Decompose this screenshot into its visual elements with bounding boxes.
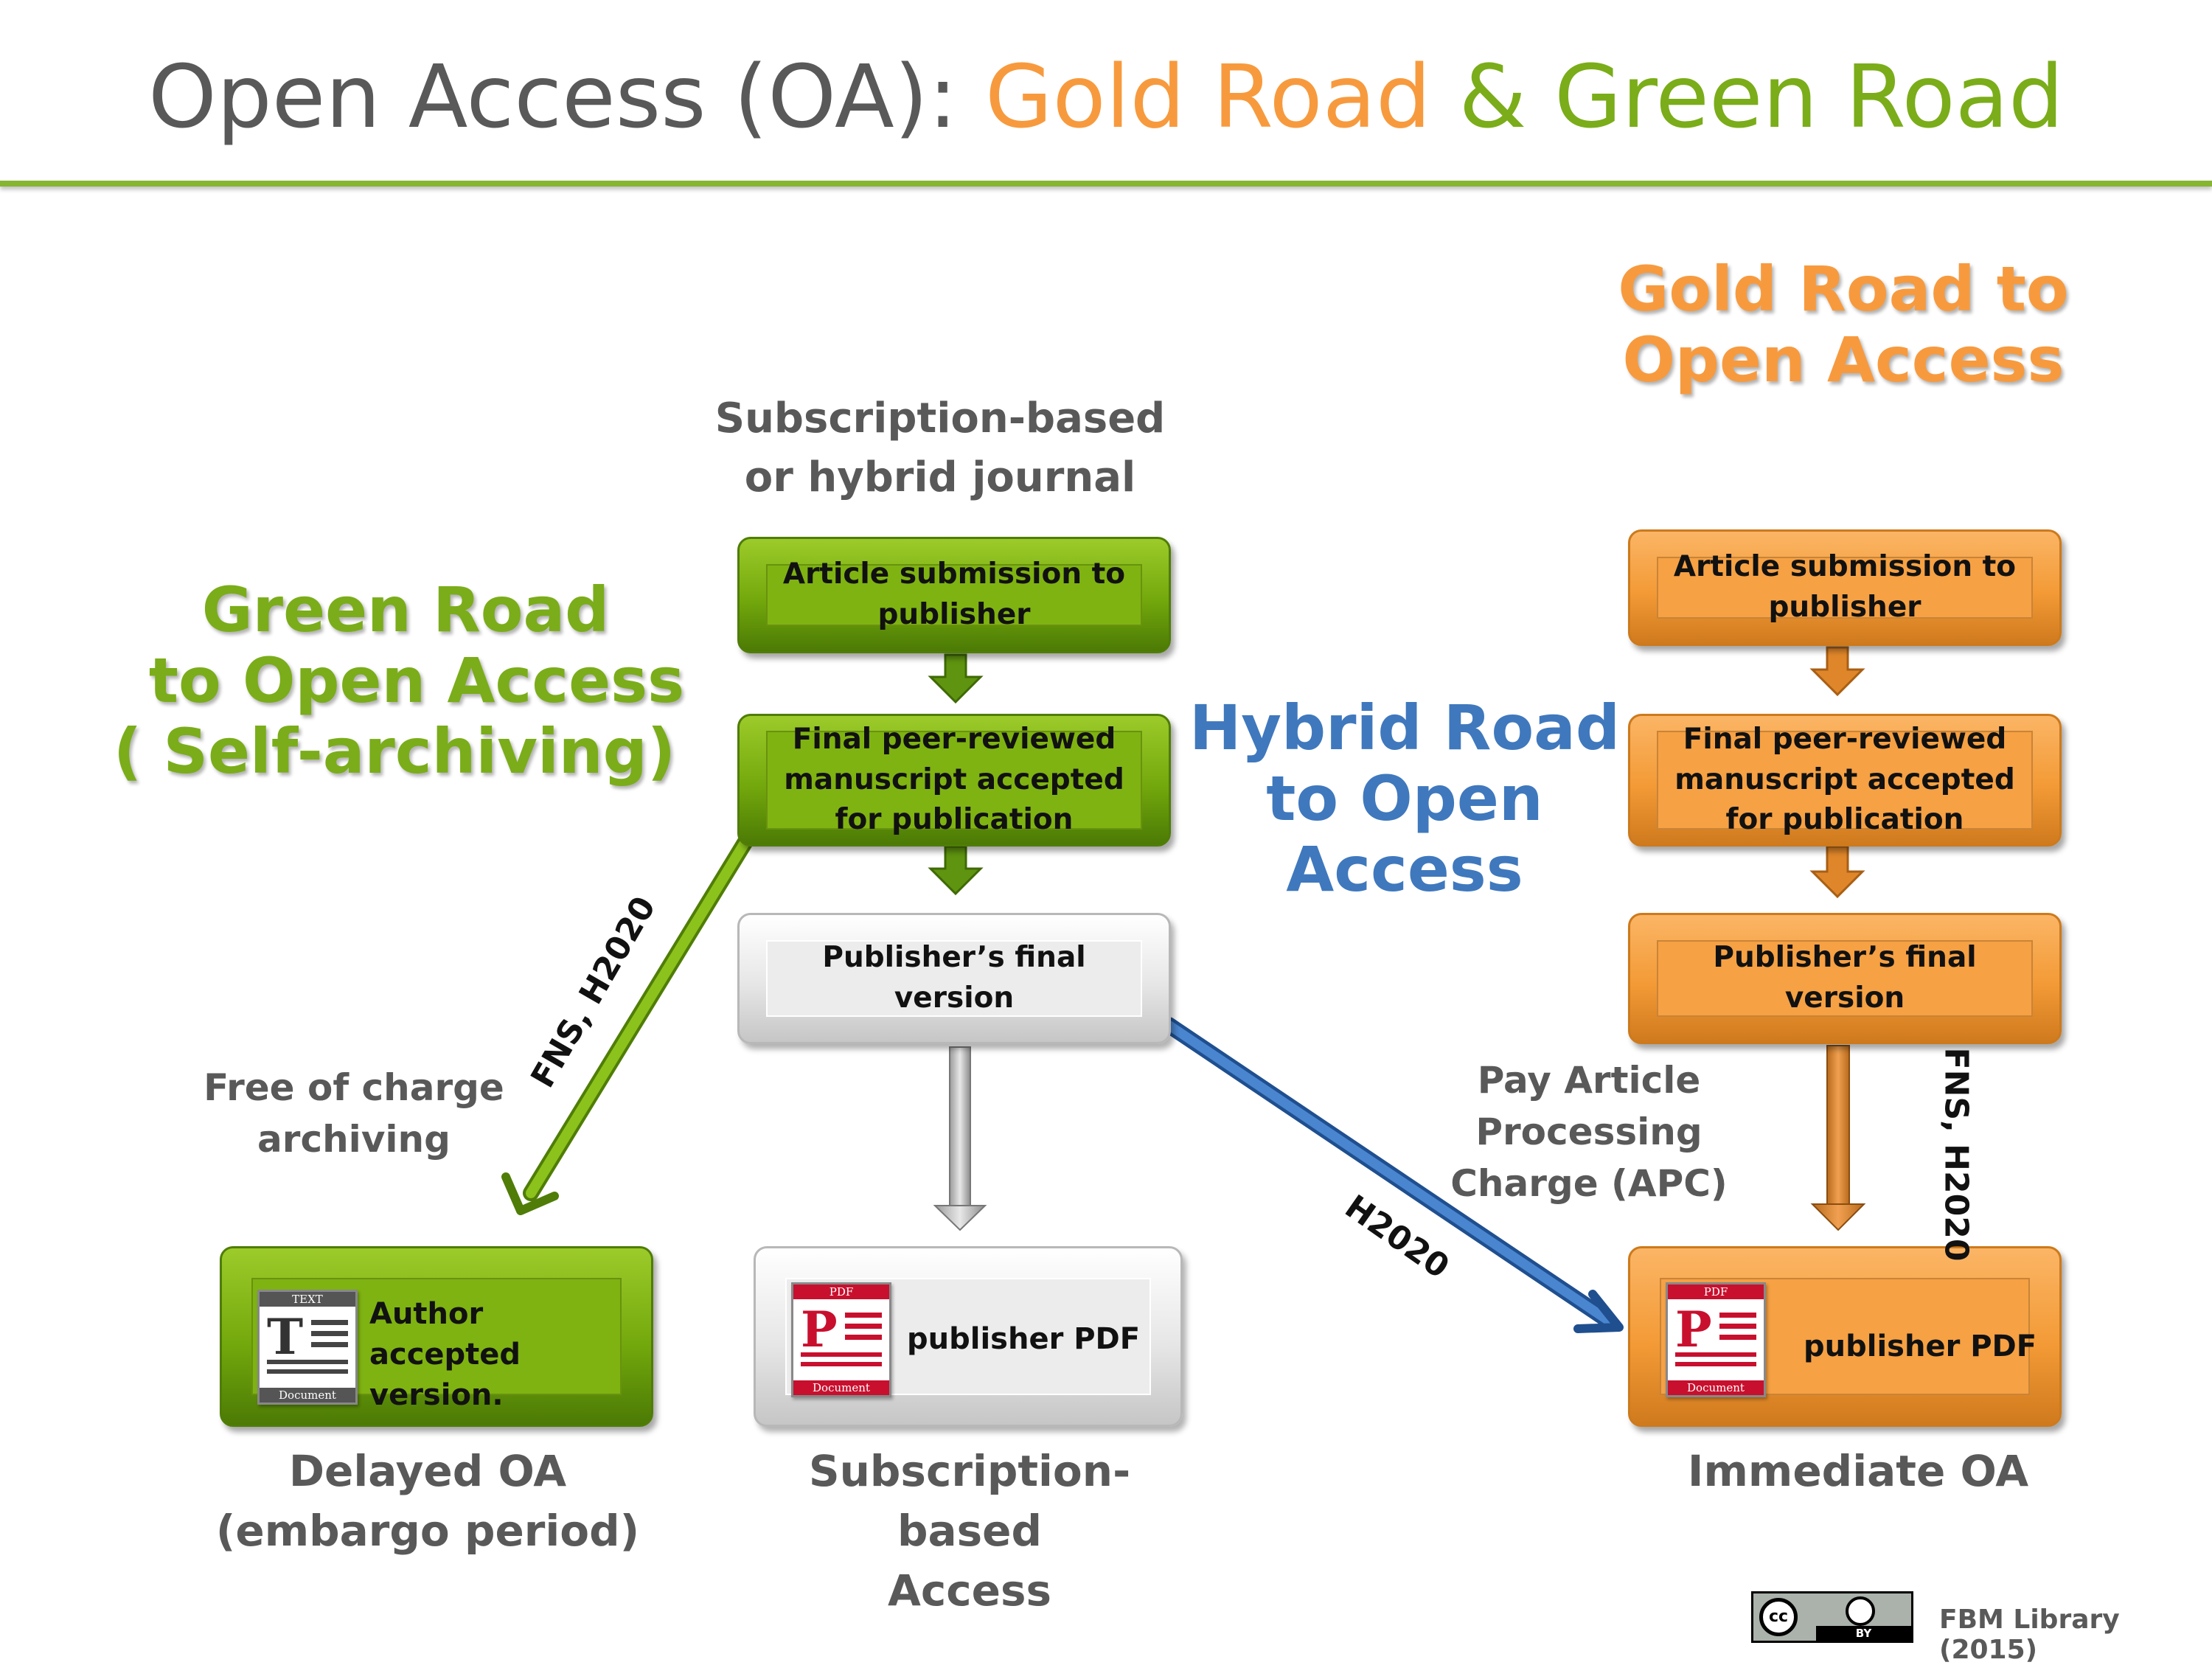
arrow-gold-down [1810, 1045, 1866, 1231]
middle-final-box: Publisher’s final version [737, 913, 1171, 1044]
arrow-mid-1 [928, 653, 984, 704]
gold-submission-box: Article submission to publisher [1628, 529, 2062, 646]
gold-heading-line-2: Open Access [1622, 323, 2065, 396]
text-icon-letter: T [267, 1308, 304, 1366]
free-archiving-label: Free of charge archiving [199, 1062, 509, 1165]
free-label-line-1: Free of charge [204, 1066, 504, 1109]
cc-symbol: cc [1759, 1598, 1798, 1636]
pdf-icon-letter: P [801, 1301, 838, 1358]
pdf-icon-label: PDF [793, 1285, 889, 1299]
gold-pdf-document-icon: PDF P Document [1666, 1282, 1766, 1397]
middle-accepted-text: Final peer-reviewed manuscript accepted … [766, 723, 1142, 836]
middle-output-box: PDF P Document publisher PDF [754, 1246, 1183, 1427]
text-document-icon: TEXT T Document [257, 1290, 358, 1405]
title-divider [0, 181, 2212, 187]
cc-by-license-icon: cc BY [1751, 1591, 1913, 1643]
gold-road-heading: Gold Road to Open Access [1585, 254, 2101, 396]
title-gold: Gold Road [985, 46, 1431, 147]
green-road-heading: Green Road to Open Access ( Self-archivi… [111, 574, 700, 787]
green-heading-line-3: ( Self-archiving) [113, 715, 676, 788]
title-part1: Open Access (OA): [148, 46, 986, 147]
gold-accepted-text: Final peer-reviewed manuscript accepted … [1657, 723, 2033, 836]
middle-submission-text: Article submission to publisher [766, 557, 1142, 631]
title-amp: & [1430, 46, 1555, 147]
gold-output-box: PDF P Document publisher PDF [1628, 1246, 2062, 1427]
hybrid-road-heading: Hybrid Road to Open Access [1183, 692, 1626, 906]
middle-bottom-line-1: Subscription-based [808, 1446, 1131, 1557]
credit-text: FBM Library (2015) [1939, 1605, 2120, 1665]
gold-pdf-icon-letter: P [1675, 1301, 1712, 1358]
journal-label-line-2: or hybrid journal [744, 453, 1136, 501]
apc-label: Pay Article Processing Charge (APC) [1364, 1054, 1814, 1209]
gold-bottom-label: Immediate OA [1630, 1442, 2087, 1501]
gold-bottom-line-1: Immediate OA [1687, 1446, 2029, 1496]
gold-accepted-box: Final peer-reviewed manuscript accepted … [1628, 714, 2062, 847]
arrow-gold-2 [1809, 845, 1865, 899]
apc-label-line-2: Charge (APC) [1450, 1162, 1728, 1205]
middle-submission-box: Article submission to publisher [737, 537, 1171, 653]
arrow-blue-diagonal [1161, 1017, 1624, 1333]
apc-label-line-1: Pay Article Processing [1475, 1059, 1703, 1153]
green-bottom-line-1: Delayed OA [288, 1446, 567, 1496]
gold-pdf-icon-caption: Document [1668, 1380, 1764, 1395]
gold-pdf-icon-label: PDF [1668, 1285, 1764, 1299]
green-heading-line-1: Green Road [201, 574, 610, 646]
title-green: Green Road [1554, 46, 2064, 147]
gold-output-text: publisher PDF [1804, 1329, 2037, 1363]
green-output-text: Author accepted version. [369, 1297, 521, 1413]
free-label-line-2: archiving [257, 1118, 451, 1161]
gold-final-text: Publisher’s final version [1657, 940, 2033, 1017]
arrow-gold-1 [1809, 646, 1865, 697]
page-title: Open Access (OA): Gold Road & Green Road [0, 46, 2212, 147]
gold-heading-line-1: Gold Road to [1618, 253, 2069, 325]
pdf-document-icon: PDF P Document [791, 1282, 891, 1397]
gold-final-box: Publisher’s final version [1628, 913, 2062, 1044]
text-icon-caption: Document [260, 1388, 355, 1402]
hybrid-heading-line-2: to Open [1266, 762, 1543, 835]
hybrid-heading-line-3: Access [1286, 832, 1523, 906]
middle-final-text: Publisher’s final version [766, 940, 1142, 1017]
gold-arrow-label: FNS, H2020 [1937, 1047, 1975, 1262]
text-icon-label: TEXT [260, 1292, 355, 1307]
green-heading-line-2: to Open Access [148, 644, 685, 717]
green-bottom-label: Delayed OA (embargo period) [206, 1442, 649, 1561]
green-output-box: TEXT T Document Author accepted version. [220, 1246, 653, 1427]
middle-bottom-label: Subscription-based Access [737, 1442, 1202, 1621]
arrow-green-diagonal [501, 825, 759, 1215]
journal-label: Subscription-based or hybrid journal [700, 389, 1180, 507]
middle-bottom-line-2: Access [887, 1565, 1052, 1616]
attribution-icon [1846, 1596, 1875, 1626]
green-bottom-line-2: (embargo period) [215, 1506, 640, 1557]
arrow-mid-2 [928, 845, 984, 896]
journal-label-line-1: Subscription-based [714, 394, 1166, 442]
gold-submission-text: Article submission to publisher [1657, 550, 2033, 624]
arrow-gray-down [933, 1046, 987, 1231]
cc-by-label: BY [1816, 1626, 1911, 1641]
hybrid-heading-line-1: Hybrid Road [1189, 692, 1620, 764]
pdf-icon-caption: Document [793, 1380, 889, 1395]
middle-accepted-box: Final peer-reviewed manuscript accepted … [737, 714, 1171, 847]
middle-output-text: publisher PDF [907, 1322, 1141, 1356]
